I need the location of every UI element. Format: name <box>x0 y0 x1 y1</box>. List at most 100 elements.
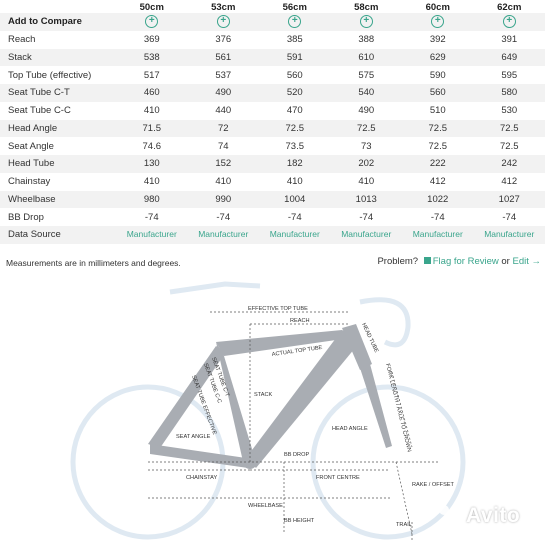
table-cell: 530 <box>474 102 545 120</box>
table-cell: -74 <box>116 208 188 226</box>
table-cell: 580 <box>474 84 545 102</box>
table-cell: 74 <box>188 137 260 155</box>
wheelbase-label: WHEELBASE <box>248 503 283 509</box>
row-label: BB Drop <box>0 208 116 226</box>
add-to-compare-button[interactable]: + <box>431 15 444 28</box>
table-cell: 980 <box>116 191 188 209</box>
bb-drop-label: BB DROP <box>284 452 309 458</box>
table-cell: 560 <box>402 84 474 102</box>
geometry-table: 50cm 53cm 56cm 58cm 60cm 62cm Add to Com… <box>0 0 545 244</box>
rake-offset-label: RAKE / OFFSET <box>412 482 455 488</box>
row-label: Stack <box>0 49 116 67</box>
table-cell: 71.5 <box>116 120 188 138</box>
table-cell: -74 <box>474 208 545 226</box>
manufacturer-link[interactable]: Manufacturer <box>127 229 177 239</box>
data-source-cell: Manufacturer <box>474 226 545 244</box>
table-cell: 595 <box>474 66 545 84</box>
add-to-compare-label: Add to Compare <box>0 13 116 31</box>
table-cell: 376 <box>188 31 260 49</box>
table-cell: 440 <box>188 102 260 120</box>
head-angle-label: HEAD ANGLE <box>332 426 368 432</box>
avito-watermark-text: Avito <box>466 504 520 528</box>
flag-for-review-link[interactable]: Flag for Review <box>433 256 499 267</box>
table-cell: 649 <box>474 49 545 67</box>
manufacturer-link[interactable]: Manufacturer <box>484 229 534 239</box>
row-label: Top Tube (effective) <box>0 66 116 84</box>
edit-arrow-icon[interactable]: → <box>532 256 542 267</box>
edit-link[interactable]: Edit <box>512 256 528 267</box>
chainstay-label: CHAINSTAY <box>186 475 217 481</box>
add-to-compare-button[interactable]: + <box>288 15 301 28</box>
flag-icon <box>424 257 431 264</box>
table-cell: 74.6 <box>116 137 188 155</box>
effective-top-tube-label: EFFECTIVE TOP TUBE <box>248 306 308 312</box>
reach-label: REACH <box>290 318 310 324</box>
table-cell: 490 <box>188 84 260 102</box>
table-cell: -74 <box>402 208 474 226</box>
size-header: 58cm <box>331 0 403 13</box>
table-cell: 410 <box>188 173 260 191</box>
table-cell: 72.5 <box>474 137 545 155</box>
size-header: 50cm <box>116 0 188 13</box>
table-cell: 412 <box>402 173 474 191</box>
table-cell: 182 <box>259 155 331 173</box>
table-cell: 561 <box>188 49 260 67</box>
seat-angle-label: SEAT ANGLE <box>176 434 211 440</box>
size-header: 62cm <box>474 0 545 13</box>
trail-label: TRAIL <box>396 522 412 528</box>
size-header: 60cm <box>402 0 474 13</box>
saddle-ghost <box>170 284 260 292</box>
add-to-compare-button[interactable]: + <box>145 15 158 28</box>
table-cell: 1022 <box>402 191 474 209</box>
data-source-cell: Manufacturer <box>116 226 188 244</box>
table-cell: 242 <box>474 155 545 173</box>
manufacturer-link[interactable]: Manufacturer <box>270 229 320 239</box>
add-to-compare-button[interactable]: + <box>217 15 230 28</box>
table-cell: 72.5 <box>259 120 331 138</box>
avito-logo-icon <box>436 502 464 530</box>
table-cell: 73 <box>331 137 403 155</box>
table-cell: 560 <box>259 66 331 84</box>
table-cell: 72.5 <box>402 137 474 155</box>
size-header: 53cm <box>188 0 260 13</box>
add-to-compare-row: Add to Compare + + + + + + <box>0 13 545 31</box>
data-source-cell: Manufacturer <box>331 226 403 244</box>
manufacturer-link[interactable]: Manufacturer <box>341 229 391 239</box>
measurement-note: Measurements are in millimeters and degr… <box>6 258 181 268</box>
bb-height-label: BB HEIGHT <box>284 518 315 524</box>
table-cell: 470 <box>259 102 331 120</box>
ghost-bike <box>73 284 463 537</box>
size-header: 56cm <box>259 0 331 13</box>
table-cell: 590 <box>402 66 474 84</box>
table-cell: -74 <box>259 208 331 226</box>
table-cell: -74 <box>188 208 260 226</box>
table-cell: 388 <box>331 31 403 49</box>
front-centre-label: FRONT CENTRE <box>316 475 360 481</box>
table-cell: 130 <box>116 155 188 173</box>
table-cell: 72.5 <box>331 120 403 138</box>
add-to-compare-button[interactable]: + <box>503 15 516 28</box>
row-label: Wheelbase <box>0 191 116 209</box>
table-cell: 490 <box>331 102 403 120</box>
table-cell: 73.5 <box>259 137 331 155</box>
manufacturer-link[interactable]: Manufacturer <box>413 229 463 239</box>
table-cell: 990 <box>188 191 260 209</box>
manufacturer-link[interactable]: Manufacturer <box>198 229 248 239</box>
table-cell: 591 <box>259 49 331 67</box>
measurement-note-row: Measurements are in millimeters and degr… <box>0 256 545 270</box>
table-cell: 575 <box>331 66 403 84</box>
add-to-compare-button[interactable]: + <box>360 15 373 28</box>
row-label: Head Tube <box>0 155 116 173</box>
table-cell: 629 <box>402 49 474 67</box>
table-cell: 410 <box>116 173 188 191</box>
stack-label: STACK <box>254 392 273 398</box>
problem-label: Problem? <box>377 256 418 267</box>
